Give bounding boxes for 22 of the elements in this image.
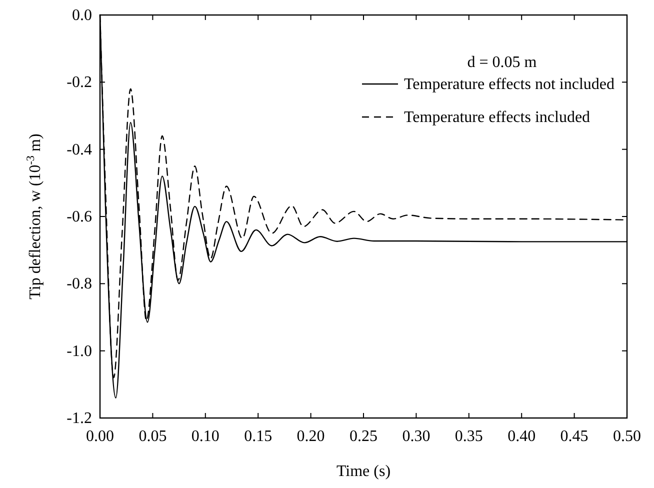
legend-label: Temperature effects not included	[404, 76, 614, 93]
x-tick-label: 0.20	[296, 428, 325, 445]
x-tick-label: 0.50	[613, 428, 641, 445]
x-tick-label: 0.25	[350, 428, 378, 445]
y-tick-label: -0.4	[66, 141, 92, 158]
y-tick-label: 0.0	[72, 7, 92, 24]
legend-label: Temperature effects included	[404, 109, 590, 126]
y-tick-label: -0.6	[66, 208, 92, 226]
x-tick-label: 0.05	[138, 428, 167, 445]
x-tick-label: 0.35	[454, 428, 483, 445]
x-tick-label: 0.00	[86, 428, 114, 445]
x-axis-title: Time (s)	[336, 463, 391, 480]
y-tick-label: -1.2	[66, 410, 92, 427]
x-tick-label: 0.40	[508, 428, 536, 445]
y-tick-label: -0.8	[66, 276, 92, 293]
y-tick-label: -1.0	[66, 342, 92, 360]
x-tick-label: 0.30	[402, 428, 430, 445]
x-tick-label: 0.15	[244, 428, 272, 445]
x-tick-label: 0.10	[191, 428, 220, 445]
y-tick-label: -0.2	[66, 74, 92, 92]
annotation: d = 0.05 m	[467, 54, 538, 71]
x-tick-label: 0.45	[560, 428, 588, 445]
